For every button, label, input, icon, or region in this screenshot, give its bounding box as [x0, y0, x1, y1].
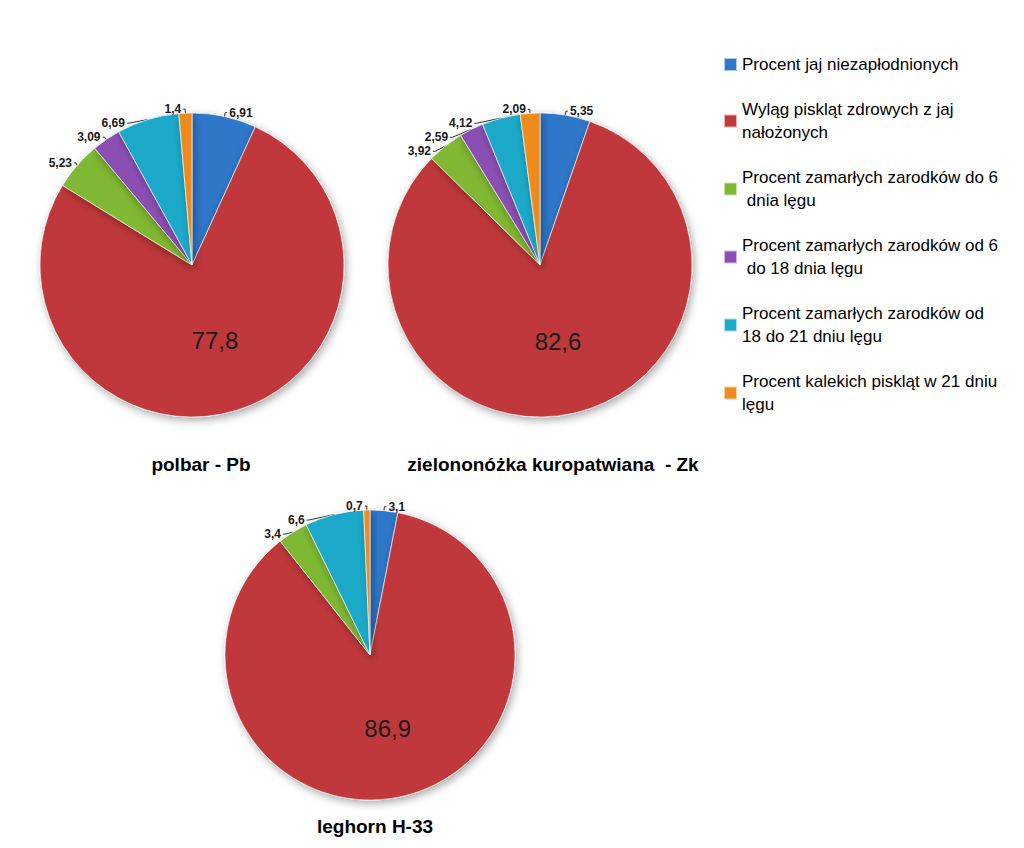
svg-text:2,09: 2,09	[502, 102, 526, 116]
svg-text:6,6: 6,6	[288, 513, 305, 527]
svg-text:2,59: 2,59	[425, 130, 449, 144]
svg-text:Procent zamarłych zarodków od: Procent zamarłych zarodków od 6	[742, 236, 998, 255]
svg-text:do 18 dnia lęgu: do 18 dnia lęgu	[742, 259, 863, 278]
svg-text:Procent jaj niezapłodnionych: Procent jaj niezapłodnionych	[742, 55, 958, 74]
svg-text:0,7: 0,7	[346, 499, 363, 513]
svg-text:Procent zamarłych zarodków do: Procent zamarłych zarodków do 6	[742, 168, 998, 187]
svg-text:Procent zamarłych zarodków od: Procent zamarłych zarodków od	[742, 304, 989, 323]
svg-text:3,4: 3,4	[264, 527, 281, 541]
svg-text:Procent kalekich piskląt w 21: Procent kalekich piskląt w 21 dniu	[742, 372, 1002, 391]
svg-text:5,23: 5,23	[49, 156, 73, 170]
svg-text:4,12: 4,12	[449, 116, 473, 130]
svg-text:86,9: 86,9	[364, 715, 411, 742]
svg-text:6,91: 6,91	[229, 106, 253, 120]
svg-text:6,69: 6,69	[102, 116, 126, 130]
svg-text:1,4: 1,4	[165, 102, 182, 116]
svg-text:77,8: 77,8	[192, 327, 239, 354]
svg-text:3,1: 3,1	[388, 500, 405, 514]
svg-text:leghorn H-33: leghorn H-33	[317, 816, 433, 837]
svg-text:nałożonych: nałożonych	[742, 123, 828, 142]
svg-text:5,35: 5,35	[570, 104, 594, 118]
svg-text:dnia lęgu: dnia lęgu	[742, 191, 816, 210]
svg-text:zielononóżka kuropatwiana - Z: zielononóżka kuropatwiana - Zk	[407, 454, 699, 475]
svg-text:18 do 21 dniu lęgu: 18 do 21 dniu lęgu	[742, 327, 882, 346]
svg-text:82,6: 82,6	[535, 328, 582, 355]
svg-text:3,92: 3,92	[408, 144, 432, 158]
svg-text:polbar - Pb: polbar - Pb	[151, 454, 250, 475]
svg-text:Wyląg piskląt zdrowych z jaj: Wyląg piskląt zdrowych z jaj	[742, 100, 958, 119]
svg-text:lęgu: lęgu	[742, 395, 774, 414]
svg-text:3,09: 3,09	[77, 130, 101, 144]
